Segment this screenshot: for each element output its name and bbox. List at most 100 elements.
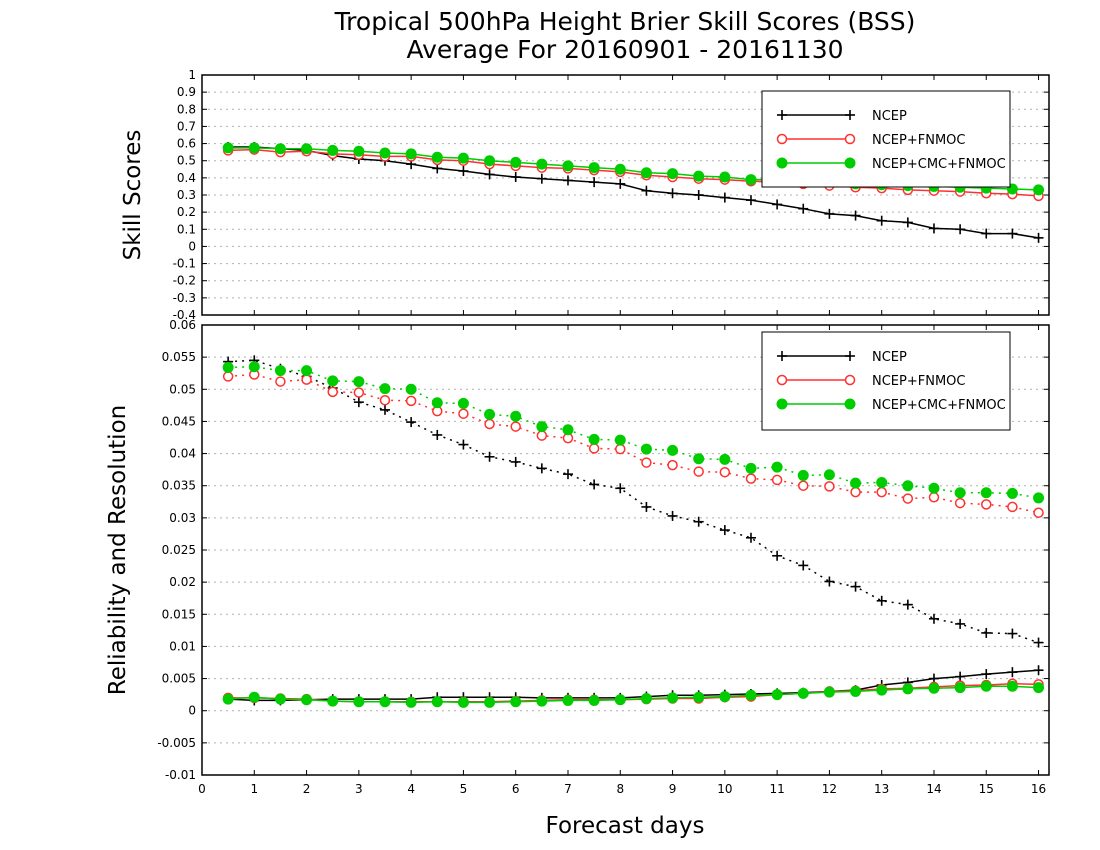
data-point-filled-circle [222, 361, 234, 373]
x-tick-label: 10 [717, 782, 732, 796]
data-point-open-circle [876, 486, 887, 498]
y-tick-label: 0.03 [169, 511, 196, 525]
x-tick-label: 9 [669, 782, 677, 796]
data-point-filled-circle [640, 693, 652, 704]
data-point-plus [824, 208, 835, 219]
data-point-open-circle [693, 466, 704, 477]
data-point-plus [406, 417, 417, 428]
data-point-filled-circle [980, 487, 992, 499]
data-point-filled-circle [222, 693, 234, 705]
data-point-open-circle [353, 387, 365, 398]
y-axis: -0.01 -0.005 0 0.005 0.01 0.015 0.02 0.025 0.03 0… [157, 318, 1049, 782]
y-tick-label: 0.045 [162, 414, 196, 428]
data-point-plus [850, 581, 861, 592]
data-point-filled-circle [484, 696, 496, 708]
x-tick-label: 11 [769, 782, 784, 796]
data-point-plus [641, 501, 652, 512]
data-point-filled-circle [745, 689, 757, 701]
data-point-filled-circle [248, 361, 260, 373]
y-tick-label: 0.055 [162, 350, 196, 364]
data-point-plus [981, 228, 992, 239]
data-point-filled-circle [797, 469, 809, 481]
data-point-plus [458, 166, 469, 176]
data-point-plus [484, 169, 495, 180]
data-point-open-circle [1033, 507, 1044, 518]
legend-label: NCEP [872, 350, 907, 365]
legend-marker [844, 374, 856, 386]
data-point-plus [641, 185, 652, 196]
data-point-filled-circle [588, 433, 600, 445]
y-tick-label: 0.1 [177, 222, 196, 236]
data-point-filled-circle [562, 424, 574, 436]
data-point-filled-circle [928, 482, 940, 494]
data-point-filled-circle [719, 453, 731, 465]
data-point-plus [981, 627, 992, 638]
y-axis-label-skill: Skill Scores [120, 130, 146, 261]
data-point-filled-circle [222, 142, 234, 154]
data-point-filled-circle [431, 151, 443, 163]
data-point-filled-circle [667, 168, 679, 180]
data-point-plus [798, 203, 809, 214]
y-axis-label-reliability: Reliability and Resolution [105, 405, 131, 695]
data-point-plus [693, 516, 704, 527]
skill-scores-panel: -0.4 -0.3 -0.2 -0.1 0 0.1 0.2 0.3 0.4 0.5 0.6 0.7 0.… [173, 68, 1050, 322]
y-tick-label: 0.3 [177, 188, 196, 202]
data-point-filled-circle [614, 694, 626, 706]
y-tick-label: 0.2 [177, 205, 196, 219]
data-point-filled-circle [353, 696, 365, 708]
legend-marker [844, 133, 856, 145]
data-point-filled-circle [405, 383, 417, 395]
data-point-filled-circle [771, 461, 783, 473]
y-tick-label: -0.01 [165, 768, 196, 782]
y-tick-label: 0.005 [162, 672, 196, 686]
data-point-filled-circle [850, 477, 862, 489]
data-point-open-circle [222, 371, 234, 382]
x-tick-label: 15 [979, 782, 994, 796]
data-point-plus [510, 172, 521, 182]
data-point-open-circle [1007, 501, 1018, 513]
data-point-plus [589, 177, 600, 188]
data-point-filled-circle [536, 421, 548, 433]
chart-subtitle: Average For 20160901 - 20161130 [406, 35, 843, 64]
data-point-open-circle [484, 418, 495, 430]
y-tick-label: -0.1 [173, 257, 196, 271]
data-point-filled-circle [745, 462, 757, 474]
x-tick-label: 16 [1031, 782, 1046, 796]
legend-label: NCEP [872, 109, 907, 124]
data-point-plus [928, 223, 939, 234]
data-point-filled-circle [771, 689, 783, 701]
data-point-plus [876, 215, 887, 226]
y-tick-label: 0.7 [177, 119, 196, 133]
reliability-resolution-panel: -0.01 -0.005 0 0.005 0.01 0.015 0.02 0.025 0.03 0… [157, 318, 1050, 796]
data-point-filled-circle [640, 443, 652, 455]
data-point-filled-circle [510, 696, 522, 708]
data-point-filled-circle [510, 156, 522, 168]
data-point-plus [562, 175, 573, 186]
legend-item-ncep-fnmoc: NCEP+FNMOC [776, 374, 965, 389]
data-point-filled-circle [693, 691, 705, 703]
data-point-plus [902, 599, 913, 610]
data-point-open-circle [588, 443, 600, 454]
legend: NCEP NCEP+FNMOC NCEP+CMC+FNMOC [761, 331, 1011, 431]
data-point-plus [589, 479, 600, 490]
data-point-open-circle [458, 408, 469, 419]
data-point-plus [379, 404, 390, 415]
data-point-plus [824, 576, 835, 587]
chart-title: Tropical 500hPa Height Brier Skill Score… [334, 7, 916, 36]
data-point-plus [1007, 628, 1018, 639]
data-point-plus [1007, 228, 1018, 239]
y-tick-label: 0.02 [169, 575, 196, 589]
data-point-open-circle [954, 497, 966, 509]
x-tick-label: 5 [460, 782, 468, 796]
data-point-plus [955, 224, 966, 235]
data-point-filled-circle [693, 170, 705, 182]
data-point-plus [484, 451, 495, 462]
data-point-filled-circle [457, 397, 469, 409]
data-point-open-circle [405, 395, 417, 407]
data-point-filled-circle [1033, 184, 1045, 196]
data-point-filled-circle [588, 162, 600, 174]
data-point-filled-circle [850, 685, 862, 697]
data-point-filled-circle [327, 375, 339, 387]
data-point-plus [798, 560, 809, 571]
